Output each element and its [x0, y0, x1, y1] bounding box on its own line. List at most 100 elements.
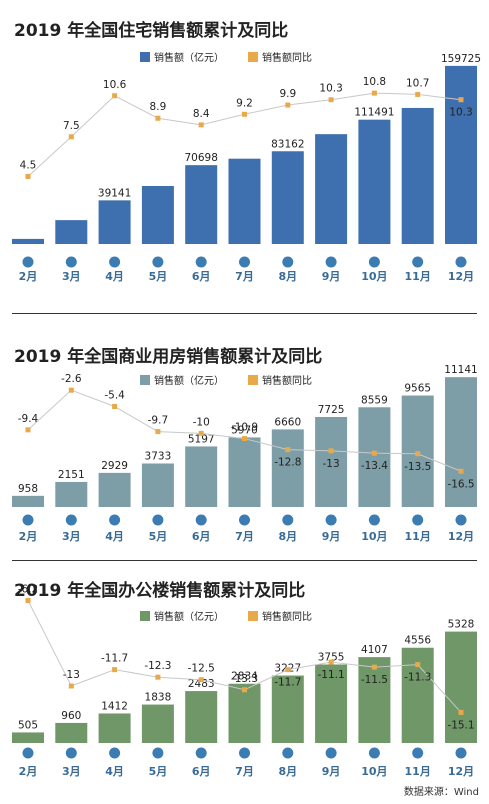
- yoy-marker: [155, 115, 161, 121]
- yoy-value-label: -12.8: [274, 457, 301, 469]
- month-tick-label: 12月: [448, 765, 474, 778]
- yoy-marker: [155, 674, 161, 680]
- axis-dot: [65, 256, 77, 268]
- axis-dot: [152, 514, 164, 526]
- legend-line-label: 销售额同比: [262, 51, 312, 64]
- month-tick-label: 8月: [278, 270, 297, 283]
- bar-value-label: 3733: [145, 451, 172, 463]
- legend-bar-swatch: [140, 611, 150, 621]
- bar-value-label: 7725: [318, 404, 345, 416]
- yoy-marker: [25, 173, 31, 179]
- bar-5月: [141, 463, 174, 507]
- yoy-value-label: -5.4: [104, 390, 125, 402]
- yoy-marker: [198, 122, 204, 128]
- month-tick-label: 7月: [235, 765, 254, 778]
- axis-dot: [109, 747, 121, 759]
- yoy-value-label: 7.5: [63, 120, 80, 132]
- yoy-value-label: -10.9: [231, 422, 258, 434]
- yoy-value-label: 10.7: [406, 77, 429, 89]
- yoy-marker: [371, 90, 377, 96]
- yoy-value-label: -13.4: [361, 460, 388, 472]
- month-tick-label: 11月: [405, 765, 431, 778]
- yoy-marker: [415, 662, 421, 668]
- month-tick-label: 11月: [405, 270, 431, 283]
- month-tick-label: 9月: [322, 765, 341, 778]
- bar-10月: [358, 407, 391, 507]
- bar-7月: [228, 158, 261, 244]
- chart-panel-office: 2019 年全国办公楼销售额累计及同比 销售额（亿元） 销售额同比 505 960 14…: [0, 570, 489, 804]
- axis-dot: [455, 256, 467, 268]
- month-tick-label: 4月: [105, 765, 124, 778]
- bar-4月: [98, 713, 131, 743]
- yoy-value-label: -11.7: [101, 653, 128, 665]
- bar-value-label: 2151: [58, 469, 85, 481]
- bar-value-label: 960: [61, 710, 81, 722]
- yoy-value-label: 4.5: [20, 159, 37, 171]
- bar-value-label: 11141: [444, 364, 477, 376]
- yoy-value-label: -16.5: [447, 478, 474, 490]
- bar-value-label: 70698: [184, 152, 217, 164]
- axis-dot: [195, 256, 207, 268]
- axis-dot: [239, 514, 250, 526]
- month-tick-label: 6月: [192, 765, 211, 778]
- bar-3月: [55, 722, 88, 743]
- axis-dot: [325, 514, 337, 526]
- yoy-value-label: -6.2: [18, 584, 39, 596]
- yoy-marker: [371, 450, 377, 456]
- yoy-value-label: -12.3: [144, 660, 171, 672]
- bar-3月: [55, 220, 88, 244]
- axis-dot: [282, 256, 294, 268]
- axis-dot: [325, 747, 337, 759]
- yoy-marker: [242, 687, 247, 693]
- axis-dot: [239, 747, 250, 759]
- bar-value-label: 5197: [188, 433, 215, 445]
- yoy-value-label: 8.9: [150, 101, 167, 113]
- bar-8月: [271, 151, 304, 244]
- legend: 销售额（亿元） 销售额同比: [140, 374, 312, 387]
- bar-10月: [358, 657, 391, 743]
- yoy-value-label: -11.3: [404, 672, 431, 684]
- month-tick-label: 4月: [105, 530, 124, 543]
- legend-bar-label: 销售额（亿元）: [154, 374, 224, 387]
- legend-line-swatch: [248, 52, 258, 62]
- yoy-value-label: -11.5: [361, 674, 388, 686]
- bar-value-label: 8559: [361, 394, 388, 406]
- chart-svg-commercial: 销售额（亿元） 销售额同比 958 2151 2929 3733 5197 5970 6660 7…: [12, 364, 478, 543]
- axis-dot: [65, 747, 77, 759]
- yoy-value-label: 8.4: [193, 108, 210, 120]
- bar-value-label: 4556: [404, 635, 431, 647]
- yoy-marker: [155, 429, 161, 435]
- yoy-marker: [25, 598, 31, 604]
- yoy-marker: [25, 427, 31, 433]
- bar-12月: [445, 65, 477, 245]
- yoy-value-label: -13: [63, 669, 80, 681]
- bar-value-label: 1412: [101, 700, 128, 712]
- axis-dot: [109, 256, 121, 268]
- yoy-marker: [285, 447, 291, 453]
- legend-bar-swatch: [140, 52, 150, 62]
- bar-5月: [141, 704, 174, 743]
- bar-value-label: 6660: [274, 416, 301, 428]
- bar-2月: [12, 495, 44, 507]
- month-tick-label: 6月: [192, 270, 211, 283]
- axis-dot: [455, 747, 467, 759]
- month-tick-label: 6月: [192, 530, 211, 543]
- bar-value-label: 5970: [231, 424, 258, 436]
- yoy-value-label: -10: [193, 416, 210, 428]
- bar-value-label: 9565: [404, 383, 431, 395]
- bar-7月: [228, 437, 261, 507]
- bar-9月: [315, 134, 348, 244]
- yoy-marker: [112, 93, 118, 99]
- axis-dot: [282, 514, 294, 526]
- month-tick-label: 8月: [278, 765, 297, 778]
- axis-dot: [195, 514, 207, 526]
- yoy-marker: [198, 430, 204, 436]
- legend-bar-label: 销售额（亿元）: [154, 51, 224, 64]
- bar-value-label: 111491: [354, 107, 394, 119]
- axis-dot: [412, 747, 424, 759]
- chart-title-office: 2019 年全国办公楼销售额累计及同比: [14, 581, 306, 601]
- yoy-value-label: -13: [323, 458, 340, 470]
- axis-dot: [455, 514, 467, 526]
- month-tick-label: 10月: [361, 270, 387, 283]
- month-tick-label: 2月: [19, 765, 38, 778]
